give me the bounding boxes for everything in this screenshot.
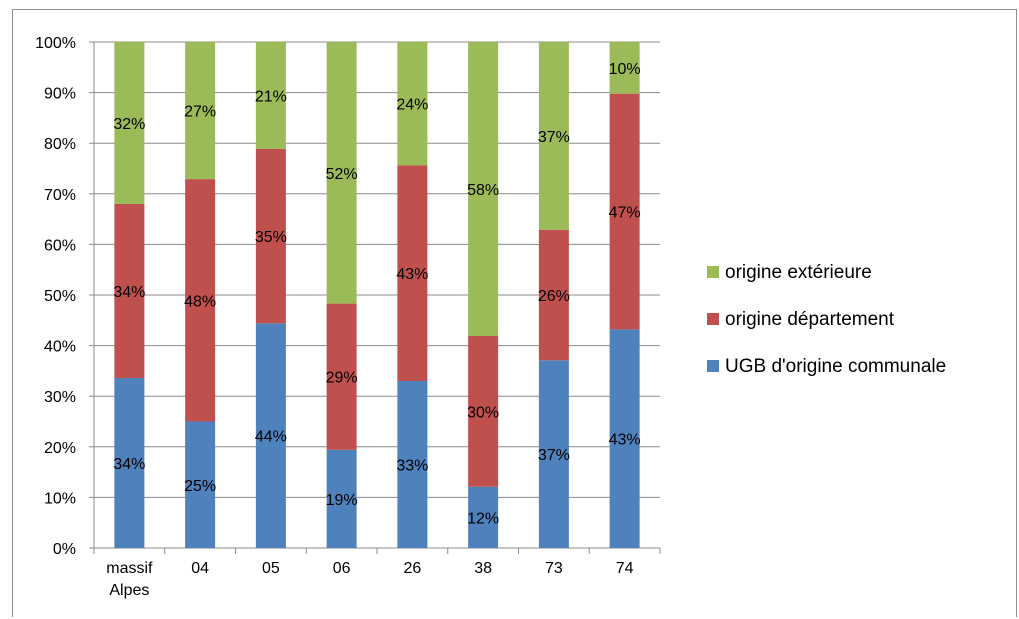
data-label: 44% [255,429,287,446]
bar-segment [538,42,569,230]
bar-segment [397,42,428,166]
data-label: 34% [113,284,145,301]
y-tick-label: 0% [53,541,76,558]
data-label: 19% [326,492,358,509]
bar-segment [397,165,428,382]
data-label: 24% [396,97,428,114]
data-label: 43% [609,432,641,449]
bar-segment [255,148,286,324]
legend-swatch [707,266,719,278]
data-label: 52% [326,166,358,183]
data-label: 35% [255,229,287,246]
x-tick-label: 06 [333,560,351,577]
data-label: 37% [538,129,570,146]
y-tick-label: 80% [44,136,76,153]
data-label: 26% [538,288,570,305]
bar-segment [609,329,640,548]
bar-segment [468,486,499,548]
y-tick-label: 70% [44,187,76,204]
bar-segment [255,323,286,548]
x-tick-label: 38 [474,560,492,577]
y-tick-label: 60% [44,237,76,254]
data-label: 25% [184,478,216,495]
data-label: 10% [609,61,641,78]
x-tick-label: 73 [545,560,563,577]
bar-segment [185,179,216,422]
bar-segment [468,42,499,336]
y-tick-label: 40% [44,339,76,356]
bar-segment [609,93,640,330]
data-label: 37% [538,447,570,464]
y-tick-label: 10% [44,490,76,507]
y-tick-label: 20% [44,440,76,457]
data-label: 58% [467,182,499,199]
x-tick-label: massif [106,560,153,577]
bar-segment [326,42,357,304]
bar-segment [114,377,145,548]
bar-segment [538,229,569,361]
data-label: 30% [467,404,499,421]
bar-segment [538,360,569,548]
bar-segment [609,42,640,94]
bar-segment [114,42,145,204]
y-tick-label: 90% [44,86,76,103]
x-tick-label: 26 [403,560,421,577]
chart-frame [12,9,1017,617]
x-tick-label: Alpes [109,582,149,599]
bar-segment [326,449,357,548]
bar-segment [255,42,286,149]
data-label: 21% [255,88,287,105]
x-tick-label: 74 [616,560,634,577]
x-tick-label: 04 [191,560,209,577]
bar-segment [397,381,428,548]
bar-segment [468,335,499,487]
y-tick-label: 30% [44,389,76,406]
legend-label: origine département [725,309,895,330]
legend-label: origine extérieure [725,262,872,283]
bar-segment [185,42,216,180]
legend-swatch [707,313,719,325]
data-label: 34% [113,456,145,473]
bar-segment [114,203,145,378]
legend-label: UGB d'origine communale [725,356,946,377]
bar-segment [326,303,357,450]
data-label: 33% [396,458,428,475]
y-tick-label: 50% [44,288,76,305]
data-label: 12% [467,510,499,527]
data-label: 43% [396,266,428,283]
data-label: 47% [609,205,641,222]
x-tick-label: 05 [262,560,280,577]
bar-segment [185,421,216,548]
data-label: 48% [184,293,216,310]
y-tick-label: 100% [35,35,76,52]
data-label: 29% [326,370,358,387]
data-label: 32% [113,116,145,133]
data-label: 27% [184,104,216,121]
legend-swatch [707,360,719,372]
